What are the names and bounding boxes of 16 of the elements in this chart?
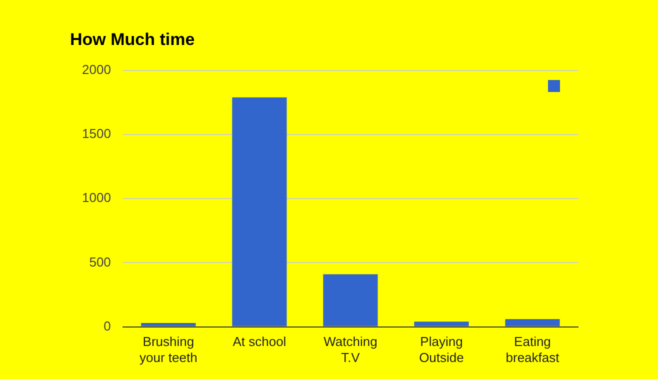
x-tick-label: Watching T.V bbox=[324, 334, 378, 365]
x-tick-label: Eating breakfast bbox=[506, 334, 560, 365]
bar bbox=[232, 97, 287, 326]
bar bbox=[323, 274, 378, 326]
y-tick-label: 1500 bbox=[82, 126, 111, 142]
bar bbox=[414, 322, 469, 326]
x-tick-label: At school bbox=[232, 334, 286, 350]
y-tick-label: 1000 bbox=[82, 190, 111, 206]
x-tick-label: Brushing your teeth bbox=[140, 334, 198, 365]
y-tick-label: 0 bbox=[104, 318, 111, 334]
bar bbox=[505, 319, 560, 326]
x-tick-label: Playing Outside bbox=[419, 334, 464, 365]
chart-title: How Much time bbox=[70, 30, 195, 49]
bar bbox=[141, 322, 196, 326]
y-tick-label: 2000 bbox=[82, 62, 111, 77]
y-tick-label: 500 bbox=[89, 254, 111, 270]
